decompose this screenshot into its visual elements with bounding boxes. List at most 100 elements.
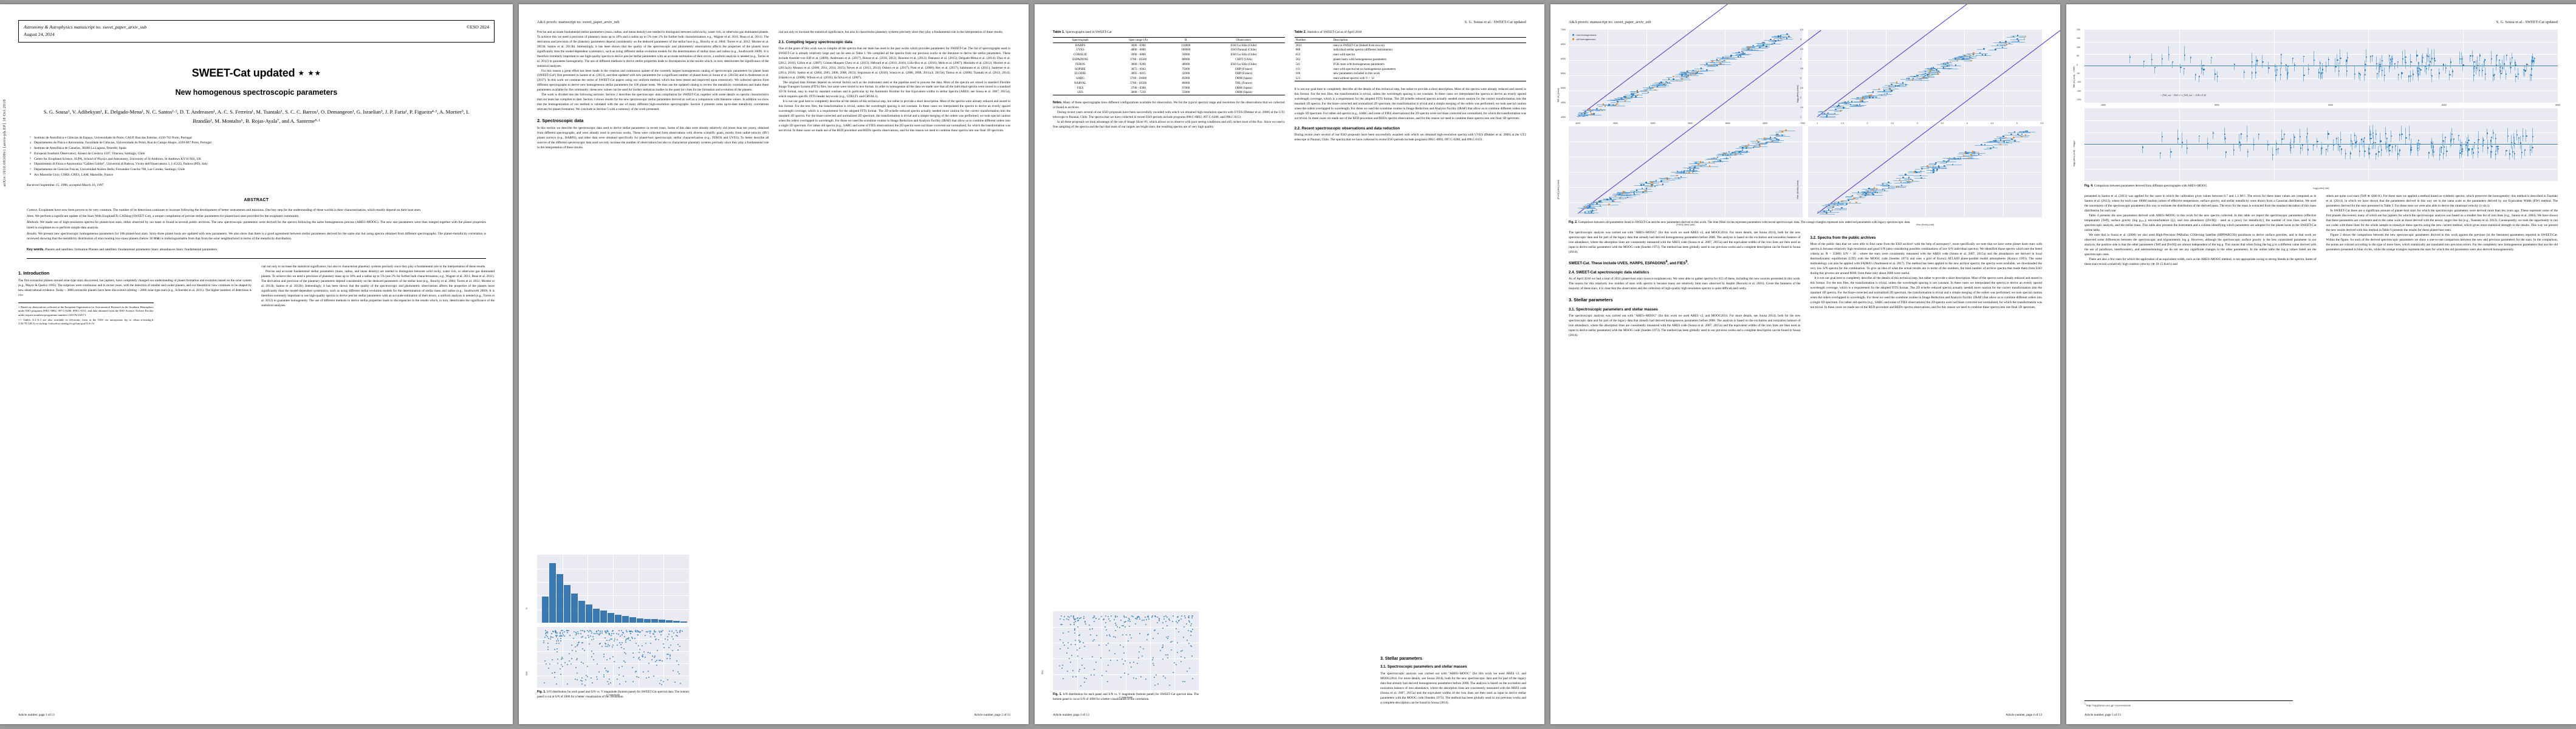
data-point (593, 659, 595, 661)
data-point (1739, 54, 1741, 56)
data-point (581, 642, 583, 644)
error-bar (1721, 58, 1737, 60)
data-point (649, 630, 651, 632)
data-point (1632, 94, 1634, 95)
data-point (607, 670, 609, 672)
data-point (2319, 63, 2321, 64)
table-cell: 3600 - 7250 (1108, 90, 1169, 96)
data-point (1163, 676, 1165, 677)
data-point (2427, 55, 2428, 57)
data-point (1584, 112, 1586, 115)
data-point (1964, 152, 1966, 154)
error-bar (1967, 152, 1976, 153)
data-point (601, 645, 603, 647)
data-point (1116, 615, 1118, 617)
data-point (603, 655, 605, 657)
histogram-bar (585, 604, 592, 623)
data-point (2023, 38, 2026, 40)
data-point (1780, 35, 1782, 38)
data-point (2004, 42, 2007, 44)
error-bar (2483, 137, 2484, 146)
error-bar (2184, 46, 2185, 61)
y-axis-tick: 5 (1800, 38, 1801, 41)
data-point (1652, 86, 1654, 89)
error-bar (1849, 202, 1861, 204)
data-point (1851, 101, 1852, 103)
data-point (2345, 152, 2346, 154)
data-point (670, 654, 671, 656)
data-point (1981, 54, 1984, 56)
data-point (635, 671, 637, 673)
data-point (1961, 56, 1962, 58)
data-point (2397, 153, 2399, 155)
data-point (2211, 57, 2213, 59)
data-point (1617, 101, 1619, 103)
data-point (1979, 52, 1981, 54)
data-point (1708, 161, 1710, 163)
data-point (2272, 154, 2274, 156)
data-point (2234, 63, 2236, 65)
data-point (1911, 79, 1914, 81)
chart-annotation: < (Teff_out - <Teff>) / σ_Teff_out > : 0… (2160, 94, 2207, 97)
error-bar (1765, 142, 1781, 143)
error-bar (2349, 151, 2351, 160)
data-point (2370, 137, 2372, 139)
x-axis-tick: 6000 (2442, 104, 2447, 106)
data-point (2401, 72, 2403, 74)
page2-columns: Precise and accurate fundamental stellar… (537, 30, 1010, 151)
error-bar (2533, 57, 2535, 64)
error-bar (1757, 43, 1764, 44)
data-point (1129, 634, 1131, 636)
error-bar (2461, 142, 2462, 157)
p4-l-p0: The spectroscopic analysis was carried o… (1569, 231, 1801, 255)
data-point (642, 654, 644, 655)
data-point (560, 631, 561, 633)
error-bar (1687, 169, 1697, 171)
data-point (1763, 41, 1765, 44)
data-point (2418, 74, 2420, 76)
grid-line (537, 609, 689, 610)
data-point (571, 658, 573, 660)
data-point (1105, 626, 1106, 628)
data-point (2303, 56, 2305, 58)
data-point (1101, 675, 1103, 677)
data-point (2533, 60, 2535, 62)
p2-intro-p4: For this reason a great effort has been … (537, 69, 769, 92)
data-point (2492, 74, 2495, 77)
error-bar (2513, 151, 2515, 160)
data-point (1773, 38, 1775, 41)
data-point (603, 674, 605, 676)
error-bar (1855, 99, 1866, 100)
table-cell: stars in SWEET-Cat (linked from exo.eu) (1333, 43, 1385, 47)
data-point (2182, 142, 2184, 143)
data-point (1616, 103, 1618, 104)
data-point (1901, 184, 1903, 187)
data-point (1886, 92, 1888, 95)
data-point (1618, 194, 1620, 196)
data-point (2441, 146, 2442, 148)
table-cell: FGK stars with homogeneous parameters (1333, 62, 1385, 66)
error-bar (2358, 71, 2359, 80)
data-point (1588, 206, 1590, 208)
error-bar (1713, 161, 1729, 162)
data-point (544, 660, 546, 662)
table-row: 106 new parameters included in this work (1295, 71, 1527, 76)
subsection-heading-sweetcat-spectro: SWEET-Cat. These include UVES, HARPS, ES… (1569, 260, 1689, 266)
data-point (618, 674, 620, 676)
data-point (2417, 148, 2419, 149)
data-point (1646, 89, 1648, 91)
data-point (2413, 74, 2414, 75)
data-point (551, 659, 553, 661)
data-point (1751, 49, 1753, 50)
p5-r-p7: Figure 2 shows the comparison between th… (2326, 233, 2558, 252)
intro-paragraph-3: Precise and accurate fundamental stellar… (261, 269, 495, 307)
error-bar (1739, 146, 1748, 148)
data-point (678, 664, 680, 666)
data-point (609, 682, 611, 684)
data-point (545, 663, 547, 665)
fig2-vtur-panel: Vtur (Km/s) (old) Vtur (Km/s) (new) (1796, 30, 2060, 226)
data-point (2526, 135, 2527, 137)
error-bar (1683, 170, 1696, 171)
error-bar (2391, 144, 2393, 153)
data-point (605, 631, 606, 633)
